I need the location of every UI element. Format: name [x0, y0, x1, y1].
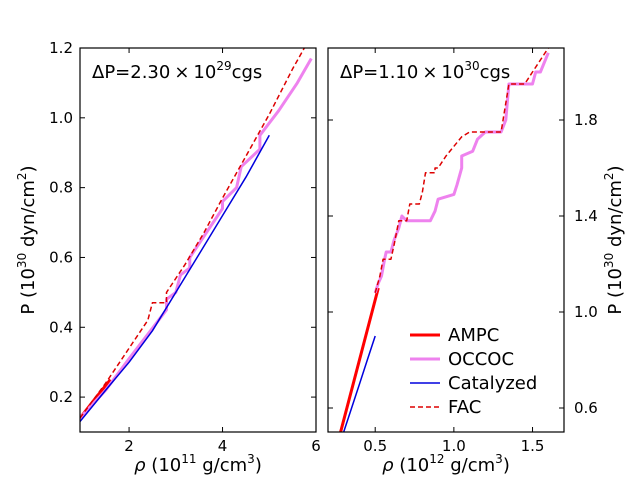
left-y-tick-label: 0.4: [49, 318, 73, 336]
right-x-tick-label: 0.5: [363, 437, 387, 455]
right-series-fac: [374, 48, 549, 294]
right-series-group: [339, 48, 550, 432]
left-plot-frame: [79, 47, 317, 433]
left-series-fac: [80, 48, 305, 419]
left-x-tick-label: 6: [311, 437, 321, 455]
right-y-tick-label: 1.0: [574, 303, 598, 321]
right-series-catalyzed: [342, 335, 376, 432]
right-y-tick-label: 0.6: [574, 399, 598, 417]
left-y-tick-label: 0.6: [49, 248, 73, 266]
left-x-tick-label: 4: [218, 437, 228, 455]
right-series-occoc: [373, 52, 550, 294]
left-y-axis-label: P (1030 dyn/cm2): [15, 165, 39, 314]
left-series-group: [80, 48, 313, 422]
left-ticks: 2 4 6 0.2 0.4 0.6 0.8 1.0 1.2: [49, 39, 321, 455]
left-panel: 2 4 6 0.2 0.4 0.6 0.8 1.0 1.2 ΔP=2.30 × 1029cgs ρ …: [15, 39, 321, 476]
right-x-axis-label: ρ (1012 g/cm3): [382, 452, 510, 476]
legend-label-catalyzed: Catalyzed: [448, 373, 537, 394]
right-y-tick-label: 1.8: [574, 111, 598, 129]
left-y-tick-label: 1.2: [49, 39, 73, 57]
right-x-tick-label: 1.0: [442, 437, 466, 455]
right-y-axis-label: P (1030 dyn/cm2): [602, 165, 626, 314]
left-y-tick-label: 0.2: [49, 388, 73, 406]
legend: AMPC OCCOC Catalyzed FAC: [410, 325, 537, 418]
left-x-tick-label: 2: [124, 437, 134, 455]
legend-label-occoc: OCCOC: [448, 349, 514, 370]
right-y-tick-label: 1.4: [574, 207, 598, 225]
right-ticks: 0.5 1.0 1.5 0.6 1.0 1.4 1.8: [328, 48, 598, 455]
legend-label-ampc: AMPC: [448, 325, 499, 346]
right-plot-frame: [327, 47, 565, 433]
left-series-catalyzed: [80, 134, 270, 422]
left-annotation: ΔP=2.30 × 1029cgs: [92, 59, 262, 83]
left-series-occoc: [80, 57, 313, 420]
left-x-axis-label: ρ (1011 g/cm3): [134, 452, 262, 476]
right-annotation: ΔP=1.10 × 1030cgs: [340, 59, 510, 83]
legend-label-fac: FAC: [448, 397, 481, 418]
left-y-tick-label: 1.0: [49, 109, 73, 127]
right-series-ampc: [339, 287, 380, 432]
right-x-tick-label: 1.5: [521, 437, 545, 455]
right-panel: 0.5 1.0 1.5 0.6 1.0 1.4 1.8 ΔP=1.10 × 1030cgs ρ …: [327, 47, 626, 476]
left-y-tick-label: 0.8: [49, 179, 73, 197]
